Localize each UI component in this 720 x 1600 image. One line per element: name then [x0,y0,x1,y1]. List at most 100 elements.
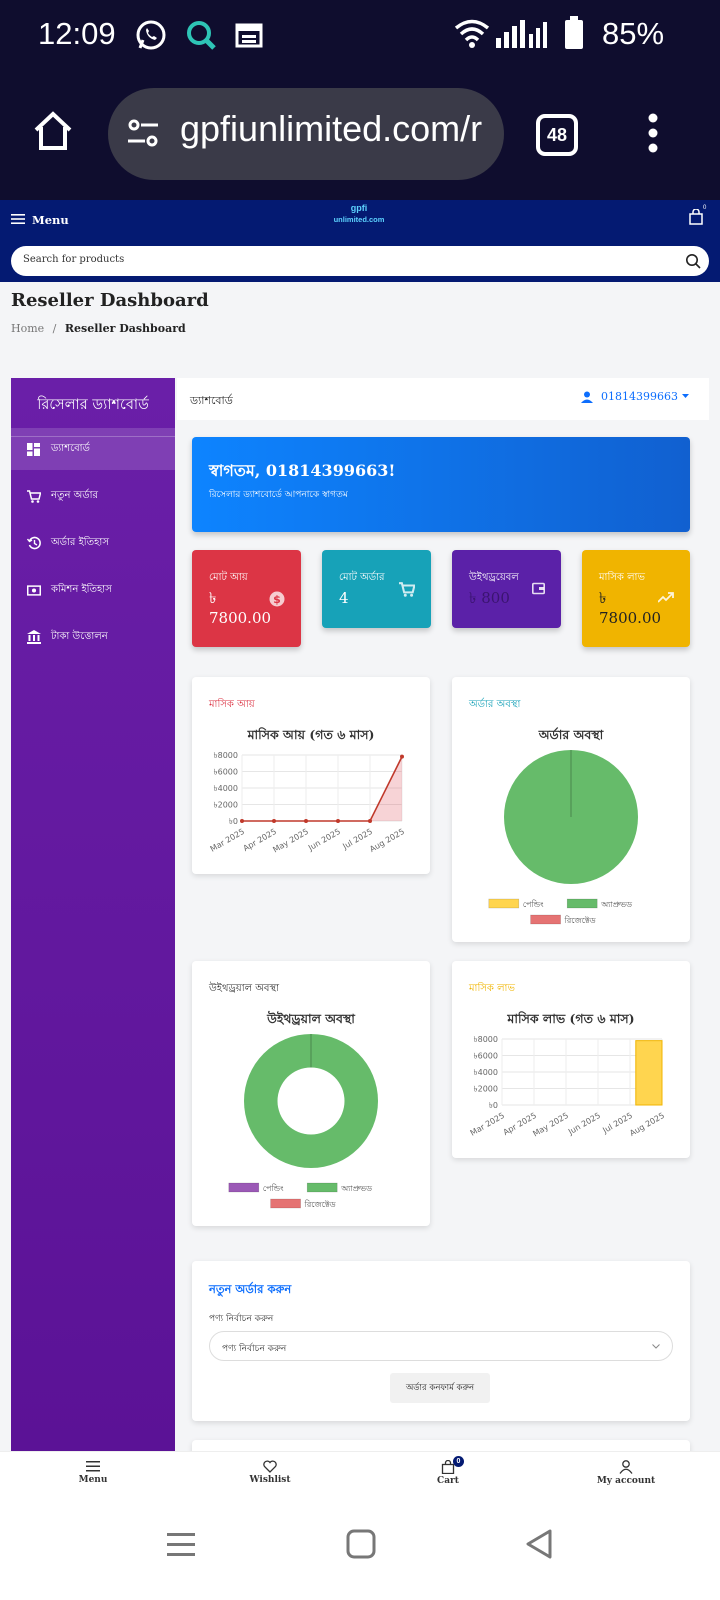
status-time: 12:09 [38,16,116,51]
stat-value: ৳ 800 [469,589,510,607]
url-text[interactable]: gpfiunlimited.com/r [180,108,483,149]
y-tick-label: ৳2000 [474,1085,498,1094]
menu-icon [43,1460,143,1473]
sidebar-item-label: ড্যাশবোর্ড [51,442,90,454]
bottom-nav-label: Cart [437,1476,459,1486]
battery-icon [564,16,584,50]
legend-swatch [270,1198,301,1209]
sidebar-item-label: টাকা উত্তোলন [51,630,108,642]
breadcrumb: Home / Reseller Dashboard [11,322,186,335]
user-dropdown[interactable]: 01814399663 [581,390,689,403]
data-point [304,819,308,823]
bank-icon [27,630,41,644]
recent-apps-icon[interactable] [166,1529,196,1559]
sidebar-item-commission-history[interactable]: কমিশন ইতিহাস [11,569,175,611]
chart-title: মাসিক লাভ (গত ৬ মাস) [507,1011,635,1026]
y-tick-label: ৳0 [229,817,238,826]
chart-title: অর্ডার অবস্থা [538,727,604,742]
sidebar: রিসেলার ড্যাশবোর্ড ড্যাশবোর্ড নতুন অর্ডা… [11,378,175,1451]
bottom-nav-wishlist[interactable]: Wishlist [220,1460,320,1485]
pie-slice [504,750,638,884]
data-point [272,819,276,823]
legend-label: পেন্ডিং [263,1184,284,1193]
confirm-order-button[interactable]: অর্ডার কনফার্ম করুন [390,1373,490,1403]
income-chart-card: মাসিক আয় মাসিক আয় (গত ৬ মাস) ৳0 ৳2000 ৳4… [192,677,430,874]
bar [635,1040,663,1106]
welcome-banner: স্বাগতম, 01814399663! রিসেলার ড্যাশবোর্ড… [192,437,690,532]
chart-title: উইথড্রয়াল অবস্থা [267,1011,355,1026]
home-icon[interactable] [30,108,76,154]
legend-label: অ্যাপ্রুভড [340,1184,372,1193]
trending-up-icon [658,591,674,603]
logo-bottom: unlimited.com [333,215,385,224]
cart-icon [27,489,41,503]
legend-label: রিজেক্টেড [304,1200,336,1209]
address-bar[interactable]: gpfiunlimited.com/r [108,88,504,180]
stat-value: ৳ 7800.00 [599,589,662,627]
data-point [336,819,340,823]
legend-label: অ্যাপ্রুভড [600,900,632,909]
y-tick-label: ৳6000 [474,1052,498,1061]
tab-switcher-button[interactable]: 48 [536,114,578,156]
withdraw-status-card: উইথড্রয়াল অবস্থা উইথড্রয়াল অবস্থা পেন্… [192,961,430,1226]
breadcrumb-home[interactable]: Home [11,322,45,335]
y-tick-label: ৳0 [489,1101,498,1110]
hamburger-icon[interactable] [11,213,25,225]
bottom-nav: Menu Wishlist Cart 0 My account [0,1451,720,1511]
user-phone: 01814399663 [601,390,678,403]
user-icon [576,1460,676,1474]
bottom-nav-account[interactable]: My account [576,1460,676,1486]
bottom-nav-label: Wishlist [249,1475,291,1485]
back-icon[interactable] [524,1529,554,1559]
data-point [400,754,404,759]
search-icon[interactable] [685,253,701,269]
system-nav-bar [0,1511,720,1600]
legend-swatch [566,898,598,909]
dollar-icon: $ [269,591,285,607]
y-tick-label: ৳8000 [214,751,238,760]
sidebar-item-order-history[interactable]: অর্ডার ইতিহাস [11,522,175,564]
product-select[interactable]: পণ্য নির্বাচন করুন [209,1331,673,1361]
more-options-icon[interactable] [644,112,662,154]
wifi-icon [454,18,490,48]
y-tick-label: ৳6000 [214,768,238,777]
sidebar-item-withdraw[interactable]: টাকা উত্তোলন [11,616,175,658]
sidebar-item-new-order[interactable]: নতুন অর্ডার [11,475,175,517]
legend-swatch [228,1182,260,1193]
browser-chrome: 12:09 85% gpfiunlimited.com/r 48 [0,0,720,200]
header-cart-icon[interactable] [689,209,703,225]
breadcrumb-current: Reseller Dashboard [64,322,186,335]
withdraw-status-donut-chart: পেন্ডিং অ্যাপ্রুভড রিজেক্টেড [228,1034,378,1209]
bottom-nav-cart[interactable]: Cart 0 [398,1456,498,1486]
menu-label[interactable]: Menu [32,213,69,227]
dashboard-icon [27,442,41,456]
card-header: অর্ডার অবস্থা [469,699,521,710]
whatsapp-icon [134,18,168,52]
site-logo[interactable]: gpfi unlimited.com [328,203,390,225]
breadcrumb-separator: / [52,322,57,335]
bottom-nav-menu[interactable]: Menu [43,1460,143,1485]
data-point [368,819,372,823]
y-tick-label: ৳8000 [474,1035,498,1044]
new-order-card: নতুন অর্ডার করুন পণ্য নির্বাচন করুন পণ্য… [192,1261,690,1421]
chart-title: মাসিক আয় (গত ৬ মাস) [247,727,375,742]
history-icon [27,536,41,550]
home-button-icon[interactable] [346,1529,376,1559]
topbar-title: ড্যাশবোর্ড [190,394,233,407]
search-input[interactable]: Search for products [23,254,125,265]
site-settings-icon[interactable] [126,116,160,150]
page-title: Reseller Dashboard [11,290,209,311]
product-field-label: পণ্য নির্বাচন করুন [209,1314,274,1324]
search-bar[interactable]: Search for products [11,246,709,276]
new-order-title: নতুন অর্ডার করুন [209,1282,292,1296]
signal-icon [496,20,552,48]
stat-total-income: মোট আয় ৳ 7800.00 $ [192,550,301,647]
card-header: মাসিক আয় [209,699,255,710]
sidebar-item-label: নতুন অর্ডার [51,489,99,501]
stat-label: উইথড্রয়েবল [469,572,519,583]
x-tick-label: Aug 2025 [368,827,406,854]
sidebar-item-dashboard[interactable]: ড্যাশবোর্ড [11,428,175,470]
product-select-value: পণ্য নির্বাচন করুন [222,1344,287,1354]
svg-text:$: $ [273,593,281,606]
